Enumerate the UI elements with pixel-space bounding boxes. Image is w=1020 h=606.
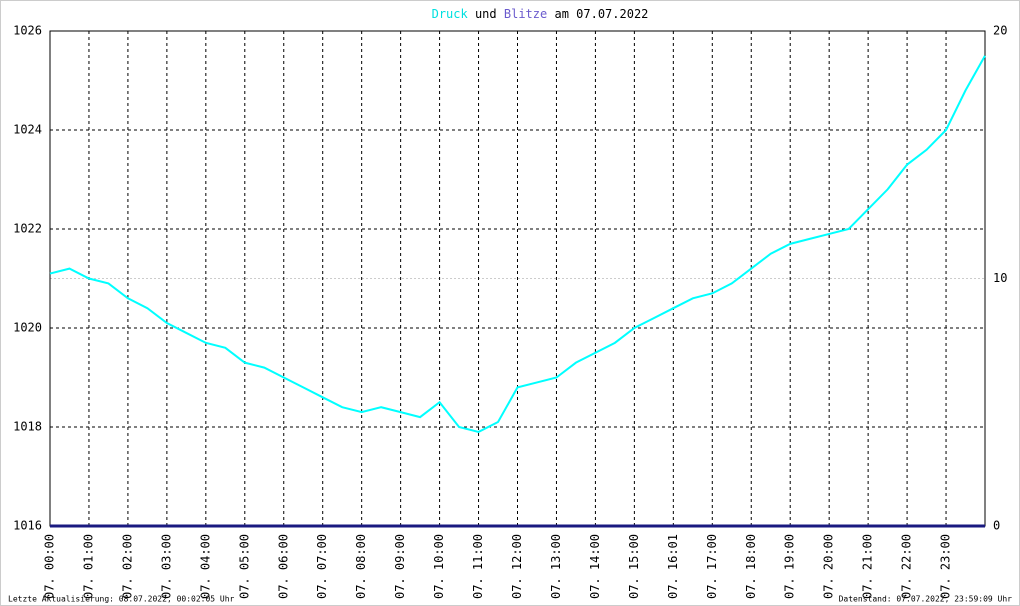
series-line xyxy=(49,55,986,434)
title-series-1: Druck xyxy=(432,7,469,21)
title-series-2: Blitze xyxy=(504,7,547,21)
x-tick-label: 07. 03:00 xyxy=(159,534,173,599)
y-tick-label: 1018 xyxy=(13,420,42,434)
footer-left: Letzte Aktualisierung: 08.07.2022, 00:02… xyxy=(8,595,235,604)
y2-tick-label: 20 xyxy=(993,24,1007,38)
x-tick-label: 07. 15:00 xyxy=(627,534,641,599)
x-tick-label: 07. 19:00 xyxy=(783,534,797,599)
x-tick-label: 07. 06:00 xyxy=(276,534,290,599)
x-tick-label: 07. 12:00 xyxy=(510,534,524,599)
x-tick-label: 07. 20:00 xyxy=(822,534,836,599)
y2-tick-label: 0 xyxy=(993,519,1000,533)
x-tick-label: 07. 11:00 xyxy=(471,534,485,599)
y-tick-label: 1022 xyxy=(13,222,42,236)
x-tick-label: 07. 07:00 xyxy=(315,534,329,599)
x-tick-label: 07. 18:00 xyxy=(744,534,758,599)
title-part: am 07.07.2022 xyxy=(554,7,648,21)
y-tick-label: 1016 xyxy=(13,519,42,533)
x-tick-label: 07. 01:00 xyxy=(81,534,95,599)
x-tick-label: 07. 21:00 xyxy=(861,534,875,599)
y2-tick-label: 10 xyxy=(993,271,1007,285)
x-tick-label: 07. 10:00 xyxy=(432,534,446,599)
x-tick-label: 07. 08:00 xyxy=(354,534,368,599)
x-tick-label: 07. 13:00 xyxy=(549,534,563,599)
x-tick-label: 07. 09:00 xyxy=(393,534,407,599)
y-tick-label: 1020 xyxy=(13,321,42,335)
x-tick-label: 07. 04:00 xyxy=(198,534,212,599)
x-tick-label: 07. 22:00 xyxy=(900,534,914,599)
y-tick-label: 1026 xyxy=(13,24,42,38)
title-part: und xyxy=(475,7,497,21)
x-tick-label: 07. 17:00 xyxy=(705,534,719,599)
y-tick-label: 1024 xyxy=(13,123,42,137)
x-tick-label: 07. 05:00 xyxy=(237,534,251,599)
footer-right: Datenstand: 07.07.2022, 23:59:09 Uhr xyxy=(839,595,1013,604)
x-tick-label: 07. 00:00 xyxy=(43,534,57,599)
x-tick-label: 07. 23:00 xyxy=(939,534,953,599)
chart-title: Druck und Blitze am 07.07.2022 xyxy=(432,7,649,21)
x-tick-label: 07. 16:01 xyxy=(666,534,680,599)
x-tick-label: 07. 14:00 xyxy=(588,534,602,599)
x-tick-label: 07. 02:00 xyxy=(120,534,134,599)
